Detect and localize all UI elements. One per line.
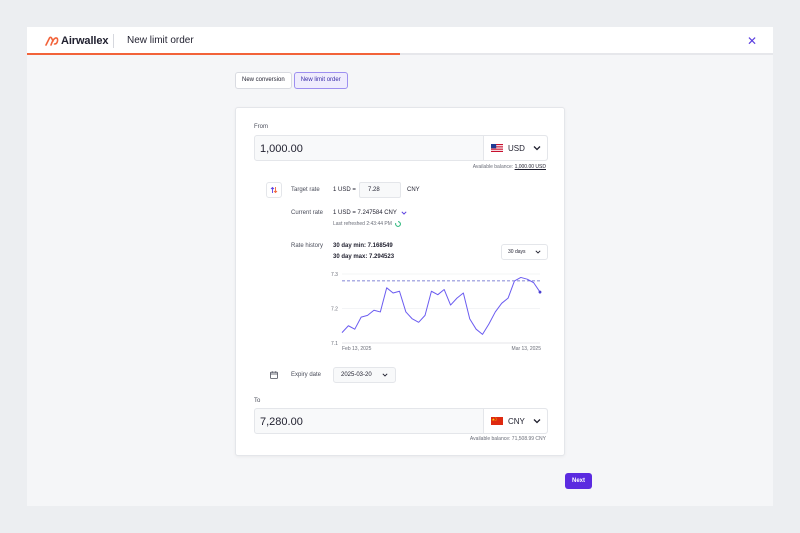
chevron-down-icon [533, 146, 541, 151]
header-divider [113, 34, 114, 48]
expiry-date-value: 2025-03-20 [341, 372, 372, 378]
x-tick-label: Feb 13, 2025 [342, 346, 372, 352]
swap-arrows-icon [270, 186, 278, 194]
rate-history-period-select[interactable]: 30 days [501, 244, 548, 260]
next-button[interactable]: Next [565, 473, 592, 489]
airwallex-logo: Airwallex [45, 34, 109, 48]
rate-history-max: 30 day max: 7.294523 [333, 254, 395, 260]
limit-order-form: From 1,000.00 USD Available balance: 1,0… [235, 107, 565, 456]
chevron-down-icon [533, 419, 541, 424]
china-flag-icon [491, 417, 503, 425]
y-tick-label: 7.3 [331, 272, 338, 278]
calendar-icon [270, 371, 278, 379]
rate-history-min: 30 day min: 7.168549 [333, 243, 393, 249]
current-rate-value[interactable]: 1 USD = 7.247584 CNY [333, 210, 407, 216]
chevron-down-icon [401, 211, 407, 215]
from-available-balance: Available balance: 1,000.00 USD [473, 164, 546, 170]
chevron-down-icon [382, 373, 388, 377]
to-currency-select[interactable]: CNY [483, 409, 547, 433]
period-value: 30 days [508, 249, 526, 255]
brand-name: Airwallex [61, 35, 109, 47]
current-rate-text: 1 USD = 7.247584 CNY [333, 210, 397, 216]
rate-history-label: Rate history [291, 243, 324, 249]
last-refreshed-text: Last refreshed 2:43:44 PM [333, 221, 392, 227]
refresh-spinner-icon [395, 221, 401, 227]
to-amount-value[interactable]: 7,280.00 [260, 416, 303, 428]
to-currency-code: CNY [508, 416, 525, 426]
us-flag-icon [491, 144, 503, 152]
current-rate-label: Current rate [291, 210, 324, 216]
rate-series-line [341, 276, 541, 335]
y-tick-label: 7.1 [331, 341, 338, 347]
tab-new-conversion[interactable]: New conversion [235, 72, 292, 89]
y-tick-label: 7.2 [331, 307, 338, 313]
chevron-down-icon [535, 250, 541, 254]
from-currency-select[interactable]: USD [483, 136, 547, 160]
order-type-tabs: New conversion New limit order [235, 72, 348, 89]
app-window: Airwallex New limit order ✕ New conversi… [27, 27, 773, 506]
target-rate-input[interactable]: 7.28 [359, 182, 401, 198]
to-amount-field[interactable]: 7,280.00 CNY [254, 408, 548, 434]
expiry-date-label: Expiry date [291, 372, 322, 378]
airwallex-logo-icon [45, 36, 59, 46]
header: Airwallex New limit order ✕ [27, 27, 773, 55]
from-amount-value[interactable]: 1,000.00 [260, 143, 303, 155]
to-label: To [254, 398, 261, 404]
current-rate-point [538, 290, 542, 294]
expiry-date-select[interactable]: 2025-03-20 [333, 367, 396, 383]
last-refreshed: Last refreshed 2:43:44 PM [333, 221, 401, 227]
from-amount-field[interactable]: 1,000.00 USD [254, 135, 548, 161]
tab-new-limit-order[interactable]: New limit order [293, 72, 348, 89]
page-title: New limit order [127, 35, 194, 46]
from-balance-link[interactable]: 1,000.00 USD [514, 164, 546, 170]
x-tick-label: Mar 13, 2025 [512, 346, 542, 352]
from-balance-prefix: Available balance: [472, 164, 515, 170]
target-rate-label: Target rate [291, 187, 320, 193]
target-rate-prefix: 1 USD = [333, 187, 356, 193]
progress-bar-fill [27, 53, 400, 55]
swap-rate-button[interactable] [266, 182, 282, 198]
progress-bar [27, 53, 773, 55]
rate-history-chart: 7.3 7.2 7.1 Feb 13, 2025 Mar 13, 2025 [331, 272, 542, 352]
close-button[interactable]: ✕ [746, 34, 758, 48]
target-rate-suffix: CNY [407, 187, 420, 193]
from-currency-code: USD [508, 143, 525, 153]
from-label: From [254, 124, 268, 130]
to-available-balance: Available balance: 71,508.99 CNY [469, 436, 546, 442]
